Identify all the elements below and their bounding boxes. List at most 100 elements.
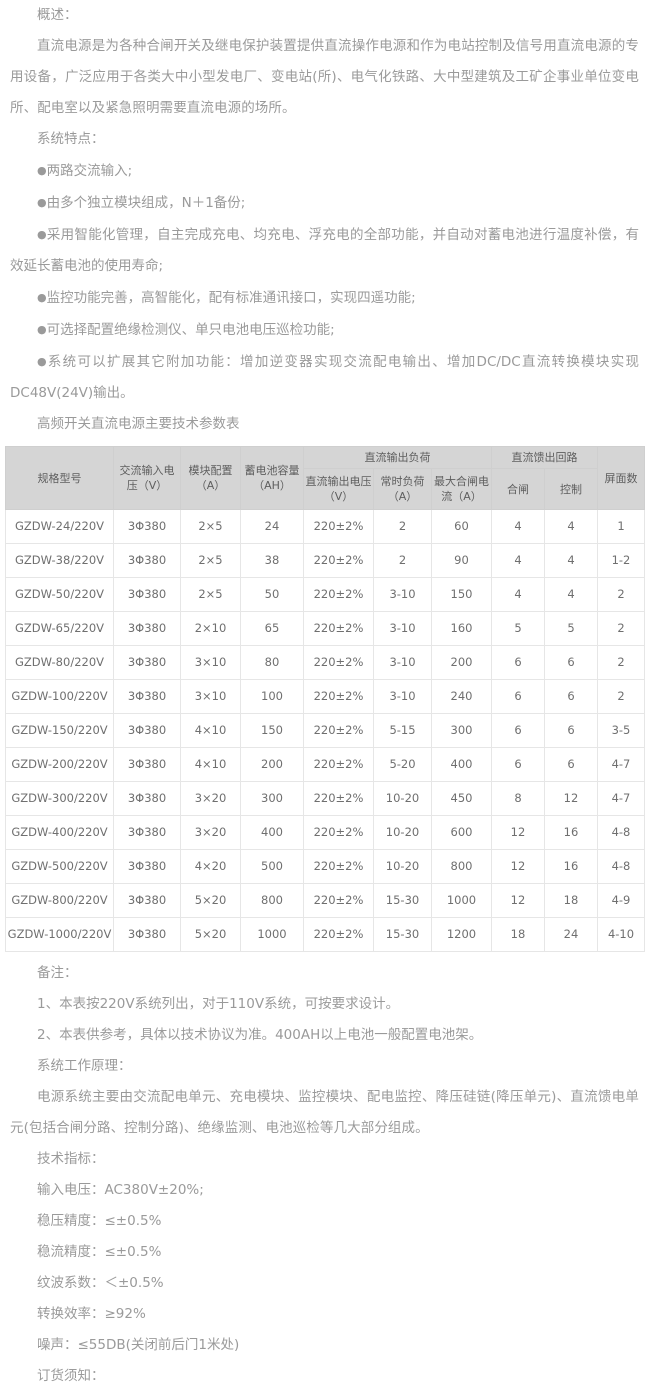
cell-normal-load: 5-20 [373,747,432,782]
overview-paragraph: 直流电源是为各种合闸开关及继电保护装置提供直流操作电源和作为电站控制及信号用直流… [10,38,639,116]
spec-table-title: 高频开关直流电源主要技术参数表 [37,416,240,432]
cell-closing: 18 [491,917,545,952]
cell-max-closing-current: 90 [431,543,492,578]
cell-battery-capacity: 38 [240,543,304,578]
cell-dc-output-voltage: 220±2% [303,611,374,646]
col-header-dc-output-voltage: 直流输出电压（V） [303,468,374,510]
cell-closing: 6 [491,679,545,714]
cell-ac-input-voltage: 3Φ380 [113,611,181,646]
cell-max-closing-current: 200 [431,645,492,680]
cell-normal-load: 2 [373,543,432,578]
cell-panel-count: 4-7 [597,781,645,816]
feature-item: ●系统可以扩展其它附加功能：增加逆变器实现交流配电输出、增加DC/DC直流转换模… [0,346,649,409]
cell-model: GZDW-24/220V [5,509,114,544]
cell-max-closing-current: 1200 [431,917,492,952]
spec-table-sub-header-row: 直流输出电压（V） 常时负荷（A） 最大合闸电流（A） 合闸 控制 [6,468,645,510]
note-item: 2、本表供参考，具体以技术协议为准。400AH以上电池一般配置电池架。 [37,1027,483,1043]
cell-panel-count: 2 [597,611,645,646]
cell-battery-capacity: 65 [240,611,304,646]
cell-normal-load: 15-30 [373,883,432,918]
cell-dc-output-voltage: 220±2% [303,815,374,850]
bullet-icon: ● [37,323,47,336]
cell-closing: 6 [491,747,545,782]
table-row: GZDW-200/220V 3Φ380 4×10 200 220±2% 5-20… [5,747,645,782]
table-row: GZDW-300/220V 3Φ380 3×20 300 220±2% 10-2… [5,781,645,816]
cell-closing: 4 [491,509,545,544]
feature-item-label: 采用智能化管理，自主完成充电、均充电、浮充电的全部功能，并自动对蓄电池进行温度补… [10,227,639,274]
table-row: GZDW-50/220V 3Φ380 2×5 50 220±2% 3-10 15… [5,577,645,612]
cell-dc-output-voltage: 220±2% [303,917,374,952]
cell-normal-load: 3-10 [373,679,432,714]
cell-battery-capacity: 800 [240,883,304,918]
cell-model: GZDW-1000/220V [5,917,114,952]
cell-model: GZDW-100/220V [5,679,114,714]
cell-module-config: 2×5 [180,577,241,612]
cell-panel-count: 4-7 [597,747,645,782]
cell-control: 16 [544,849,598,884]
cell-dc-output-voltage: 220±2% [303,781,374,816]
cell-closing: 8 [491,781,545,816]
cell-ac-input-voltage: 3Φ380 [113,577,181,612]
cell-closing: 12 [491,815,545,850]
cell-battery-capacity: 100 [240,679,304,714]
table-row: GZDW-800/220V 3Φ380 5×20 800 220±2% 15-3… [5,883,645,918]
cell-normal-load: 10-20 [373,815,432,850]
cell-normal-load: 2 [373,509,432,544]
col-header-normal-load: 常时负荷（A） [373,468,432,510]
col-header-module-config: 模块配置（A） [180,446,241,510]
cell-ac-input-voltage: 3Φ380 [113,679,181,714]
col-header-control: 控制 [544,468,598,510]
cell-control: 6 [544,747,598,782]
spec-item: 转换效率：≥92% [37,1306,146,1322]
cell-battery-capacity: 1000 [240,917,304,952]
cell-normal-load: 5-15 [373,713,432,748]
cell-module-config: 3×20 [180,781,241,816]
cell-closing: 4 [491,577,545,612]
cell-battery-capacity: 400 [240,815,304,850]
cell-closing: 4 [491,543,545,578]
notes-heading: 备注： [37,965,78,981]
cell-dc-output-voltage: 220±2% [303,713,374,748]
bullet-icon: ● [37,164,47,177]
cell-dc-output-voltage: 220±2% [303,645,374,680]
cell-panel-count: 1-2 [597,543,645,578]
feature-item-label: 可选择配置绝缘检测仪、单只电池电压巡检功能; [46,322,335,338]
feature-item-label: 两路交流输入; [46,163,133,179]
cell-control: 16 [544,815,598,850]
order-notice-heading: 订货须知： [37,1368,105,1384]
cell-model: GZDW-38/220V [5,543,114,578]
cell-closing: 6 [491,713,545,748]
bullet-icon: ● [37,196,47,209]
spec-item: 稳压精度：≤±0.5% [37,1213,162,1229]
cell-ac-input-voltage: 3Φ380 [113,781,181,816]
cell-ac-input-voltage: 3Φ380 [113,883,181,918]
specs-heading: 技术指标： [37,1151,105,1167]
cell-model: GZDW-300/220V [5,781,114,816]
bullet-icon: ● [37,228,47,241]
table-row: GZDW-24/220V 3Φ380 2×5 24 220±2% 2 60 4 … [5,509,645,544]
cell-module-config: 5×20 [180,883,241,918]
cell-model: GZDW-150/220V [5,713,114,748]
cell-normal-load: 10-20 [373,849,432,884]
cell-model: GZDW-200/220V [5,747,114,782]
spec-item: 输入电压：AC380V±20%; [37,1182,204,1198]
cell-dc-output-voltage: 220±2% [303,509,374,544]
cell-module-config: 3×10 [180,679,241,714]
cell-dc-output-voltage: 220±2% [303,849,374,884]
col-header-ac-input-voltage: 交流输入电压（V） [113,446,181,510]
cell-module-config: 4×10 [180,713,241,748]
cell-normal-load: 15-30 [373,917,432,952]
spec-table-group-header-row: 规格型号 交流输入电压（V） 模块配置（A） 蓄电池容量（AH） 直流输出负荷 … [5,446,645,510]
cell-control: 24 [544,917,598,952]
cell-max-closing-current: 400 [431,747,492,782]
cell-ac-input-voltage: 3Φ380 [113,645,181,680]
cell-battery-capacity: 300 [240,781,304,816]
table-row: GZDW-65/220V 3Φ380 2×10 65 220±2% 3-10 1… [5,611,645,646]
cell-panel-count: 4-8 [597,849,645,884]
cell-module-config: 4×20 [180,849,241,884]
cell-module-config: 5×20 [180,917,241,952]
cell-module-config: 4×10 [180,747,241,782]
cell-max-closing-current: 800 [431,849,492,884]
features-heading: 系统特点： [37,131,105,147]
cell-battery-capacity: 80 [240,645,304,680]
